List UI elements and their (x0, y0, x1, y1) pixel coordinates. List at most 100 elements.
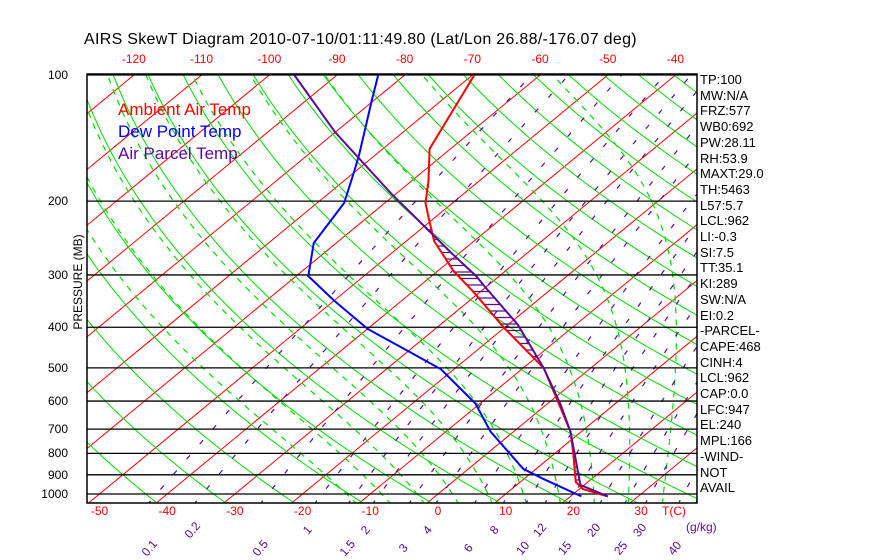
legend-ambient-air-temp: Ambient Air Temp (118, 100, 251, 119)
pressure-tick-label: 600 (47, 394, 68, 409)
top-temp-tick-label: -120 (121, 52, 146, 66)
chart-title: AIRS SkewT Diagram 2010-07-10/01:11:49.8… (84, 31, 637, 48)
isotherm-line (87, 74, 407, 338)
sounding-index-label: -PARCEL- (700, 323, 760, 339)
dry-adiabat-line (217, 74, 697, 468)
pressure-tick-label: 400 (47, 320, 68, 335)
isotherm-line (561, 391, 697, 503)
dry-adiabat-line (779, 75, 870, 505)
sounding-index-label: EL:240 (700, 417, 742, 433)
isotherm-line (493, 335, 697, 503)
legend-air-parcel-temp: Air Parcel Temp (118, 144, 238, 163)
moist-adiabat-line (551, 74, 678, 503)
bottom-temp-tick-label: -10 (361, 504, 379, 518)
sounding-index-label: AVAIL (700, 480, 735, 496)
dry-adiabat-line (849, 75, 870, 505)
isotherm-line (0, 66, 78, 505)
sounding-index-label: TT:35.1 (700, 260, 744, 276)
sounding-index-label: TH:5463 (700, 181, 750, 197)
pressure-tick-label: 500 (47, 360, 68, 375)
sounding-index-label: WB0:692 (700, 119, 754, 135)
mixing-ratio-line (372, 90, 697, 503)
top-temp-tick-label: -90 (328, 52, 346, 66)
dry-adiabat-line (252, 74, 697, 436)
y-axis-label: PRESSURE (MB) (71, 234, 85, 330)
dry-adiabat-line (323, 74, 697, 375)
sounding-index-label: TP:100 (700, 72, 742, 87)
top-temp-tick-label: -50 (599, 52, 617, 66)
sounding-index-label: KI:289 (700, 276, 738, 292)
moist-adiabat-line (249, 74, 561, 503)
pressure-tick-label: 700 (47, 422, 68, 437)
dry-adiabat-line (498, 74, 697, 231)
pressure-tick-label: 300 (47, 267, 68, 282)
isotherm-line (290, 168, 697, 503)
sounding-index-label: MAXT:29.0 (700, 166, 764, 182)
mixing-ratio-line (347, 74, 692, 503)
mixing-ratio-line (147, 74, 532, 503)
isotherm-line (87, 74, 475, 394)
pressure-tick-label: 900 (47, 467, 68, 482)
isotherm-line (0, 66, 10, 505)
bottom-temp-tick-label: -20 (293, 504, 312, 518)
isotherm-line (87, 74, 272, 226)
sounding-index-label: LCL:962 (700, 370, 750, 386)
mixing-ratio-line (194, 74, 570, 503)
dry-adiabat-line (182, 74, 697, 500)
moist-adiabat-line (145, 74, 493, 503)
sounding-index-label: LI:-0.3 (700, 229, 737, 244)
dry-adiabat-line (393, 74, 697, 316)
bottom-temp-tick-label: -40 (158, 504, 176, 518)
dry-adiabat-line (814, 75, 870, 505)
dry-adiabat-line (287, 74, 697, 405)
isotherm-line (764, 66, 870, 505)
sounding-index-label: CAP:0.0 (700, 386, 749, 401)
mixing-ratio-unit-label: (g/kg) (686, 520, 717, 534)
sounding-index-label: MPL:166 (700, 433, 753, 449)
sounding-index-label: -WIND- (700, 448, 744, 464)
sounding-index-label: SW:N/A (700, 291, 746, 307)
plot-frame (86, 73, 698, 504)
top-temp-tick-label: -100 (257, 52, 282, 66)
sounding-index-label: MW:N/A (700, 87, 749, 103)
sounding-index-label: EI:0.2 (700, 307, 734, 323)
dry-adiabat-line (463, 74, 697, 259)
dry-adiabat-line (744, 75, 870, 505)
top-temp-tick-label: -40 (666, 52, 685, 66)
mixing-ratio-line (544, 273, 697, 503)
moist-adiabat-line (324, 74, 595, 503)
bottom-temp-tick-label: 0 (434, 504, 442, 518)
dry-adiabat-line (358, 74, 697, 346)
sounding-index-label: CINH:4 (700, 354, 743, 370)
pressure-tick-label: 1000 (41, 487, 68, 501)
sounding-index-label: SI:7.5 (700, 244, 734, 260)
mixing-ratio-line (644, 412, 697, 503)
mixing-ratio-line (260, 74, 623, 503)
isotherm-line (831, 66, 870, 505)
profile-dew-point-temp (307, 74, 582, 498)
bottom-temp-tick-label: 10 (499, 504, 513, 518)
sounding-index-label: LCL:962 (700, 213, 750, 229)
sounding-index-label: PW:28.11 (700, 134, 756, 150)
pressure-tick-label: 100 (47, 68, 68, 82)
moist-adiabat-line (87, 228, 357, 503)
top-temp-tick-label: -80 (395, 52, 414, 66)
top-temp-tick-label: -110 (189, 52, 214, 66)
profile-air-parcel-temp (293, 74, 609, 498)
bottom-temp-tick-label: -50 (90, 504, 109, 518)
isotherm-line (87, 74, 543, 450)
isotherm-line (87, 74, 204, 171)
bottom-temp-tick-label: 30 (634, 504, 648, 518)
pressure-tick-label: 800 (47, 446, 68, 461)
profile-ambient-air-temp (424, 74, 609, 498)
legend-dew-point-temp: Dew Point Temp (118, 122, 242, 141)
top-temp-tick-label: -60 (531, 52, 549, 66)
top-temp-tick-label: -70 (463, 52, 482, 66)
dry-adiabat-line (428, 74, 697, 287)
sounding-index-label: LFC:947 (700, 401, 750, 417)
sounding-index-label: RH:53.9 (700, 150, 748, 166)
pressure-tick-label: 200 (47, 194, 68, 209)
x-axis-unit-label: T(C) (662, 504, 686, 518)
moist-adiabat-line (107, 74, 459, 503)
